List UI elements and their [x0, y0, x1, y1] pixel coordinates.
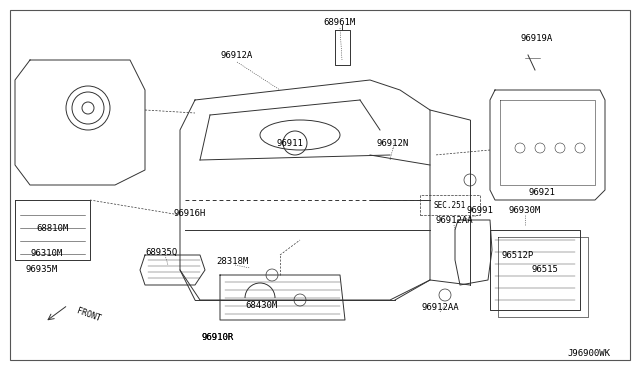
Text: 96991: 96991	[467, 205, 493, 215]
Text: J96900WK: J96900WK	[567, 349, 610, 358]
Text: SEC.251: SEC.251	[434, 201, 466, 209]
Text: 96910R: 96910R	[202, 334, 234, 343]
Text: 96310M: 96310M	[31, 248, 63, 257]
Text: 68935Q: 68935Q	[146, 247, 178, 257]
Text: 96911: 96911	[276, 138, 303, 148]
Text: 68810M: 68810M	[36, 224, 68, 232]
Text: 96919A: 96919A	[521, 33, 553, 42]
Text: 96912AA: 96912AA	[421, 304, 459, 312]
Bar	[420, 195, 480, 215]
Text: 96515: 96515	[532, 266, 559, 275]
Text: 96916H: 96916H	[174, 208, 206, 218]
Text: 68430M: 68430M	[246, 301, 278, 311]
Text: FRONT: FRONT	[75, 307, 102, 324]
Text: 96930M: 96930M	[509, 205, 541, 215]
Text: 96912AA: 96912AA	[435, 215, 473, 224]
Text: 96910R: 96910R	[202, 334, 234, 343]
Text: 96921: 96921	[529, 187, 556, 196]
Text: 96512P: 96512P	[502, 251, 534, 260]
Text: 68961M: 68961M	[324, 17, 356, 26]
Text: 96935M: 96935M	[26, 266, 58, 275]
Text: 96912A: 96912A	[221, 51, 253, 60]
Text: 28318M: 28318M	[216, 257, 248, 266]
Text: 96912N: 96912N	[377, 138, 409, 148]
